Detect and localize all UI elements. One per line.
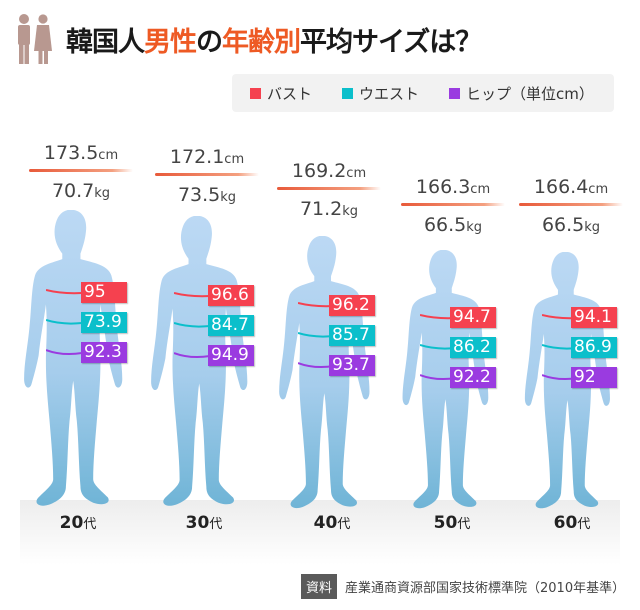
title-part: 平均サイズは？ [300, 26, 482, 58]
legend-item-waist: ウエスト [342, 83, 419, 104]
weight-value: 73.5kg [177, 184, 237, 206]
measure-lines-30s [174, 292, 211, 358]
floor-shadow [20, 500, 620, 565]
source-note: 資料 産業通商資源部国家技術標準院（2010年基準） [301, 574, 625, 599]
legend-label: バスト [267, 84, 313, 103]
age-label-60s: 60代 [553, 513, 591, 533]
legend-label: ヒップ（単位cm） [466, 84, 594, 103]
header: 韓国人男性の年齢別平均サイズは？ [14, 10, 482, 68]
waist-badge: 73.9 [81, 312, 127, 333]
weight-value: 70.7kg [51, 180, 111, 202]
age-label-40s: 40代 [313, 513, 351, 533]
legend-item-bust: バスト [250, 83, 312, 104]
measure-lines-20s [46, 289, 83, 355]
age-label-50s: 50代 [433, 513, 471, 533]
bust-badge: 96.2 [329, 295, 375, 316]
legend-label: ウエスト [359, 84, 420, 103]
waist-badge: 86.2 [450, 337, 496, 358]
bust-badge: 96.6 [208, 285, 254, 306]
title-highlight: 年齢別 [222, 26, 301, 58]
weight-value: 71.2kg [299, 198, 359, 220]
legend: バスト ウエスト ヒップ（単位cm） [232, 74, 614, 112]
bust-swatch-icon [250, 87, 261, 99]
page-title: 韓国人男性の年齢別平均サイズは？ [66, 20, 482, 59]
height-value: 166.3cm [415, 176, 491, 198]
divider-line [401, 203, 505, 206]
divider-line [155, 173, 259, 176]
waist-badge: 84.7 [208, 315, 254, 336]
height-weight-60s: 166.4cm 66.5kg [516, 176, 626, 239]
bust-badge: 95 [81, 282, 127, 303]
weight-value: 66.5kg [423, 214, 483, 236]
height-value: 172.1cm [169, 146, 245, 168]
height-value: 173.5cm [43, 142, 119, 164]
height-value: 169.2cm [291, 160, 367, 182]
divider-line [277, 187, 381, 190]
age-label-30s: 30代 [185, 513, 223, 533]
title-part: の [196, 26, 223, 58]
waist-badge: 86.9 [571, 337, 617, 358]
divider-line [519, 203, 623, 206]
height-weight-40s: 169.2cm 71.2kg [274, 160, 384, 223]
couple-icon [18, 14, 52, 64]
hip-badge: 92.2 [450, 367, 496, 388]
waist-swatch-icon [342, 87, 354, 99]
height-weight-50s: 166.3cm 66.5kg [398, 176, 508, 239]
hip-badge: 94.9 [208, 345, 254, 366]
hip-badge: 92.3 [81, 342, 127, 363]
hip-badge: 93.7 [329, 355, 375, 376]
height-weight-30s: 172.1cm 73.5kg [152, 146, 262, 209]
height-value: 166.4cm [533, 176, 609, 198]
waist-badge: 85.7 [329, 325, 375, 346]
hip-badge: 92 [571, 367, 617, 388]
divider-line [29, 169, 133, 172]
hip-swatch-icon [449, 87, 461, 99]
bust-badge: 94.1 [571, 307, 617, 328]
source-tag: 資料 [301, 574, 338, 599]
height-weight-20s: 173.5cm 70.7kg [26, 142, 136, 205]
title-part: 韓国人 [66, 26, 145, 58]
source-text: 産業通商資源部国家技術標準院（2010年基準） [345, 581, 626, 596]
age-label-20s: 20代 [59, 513, 97, 533]
legend-item-hip: ヒップ（単位cm） [449, 83, 594, 104]
bust-badge: 94.7 [450, 307, 496, 328]
title-highlight: 男性 [144, 26, 197, 58]
weight-value: 66.5kg [541, 214, 601, 236]
